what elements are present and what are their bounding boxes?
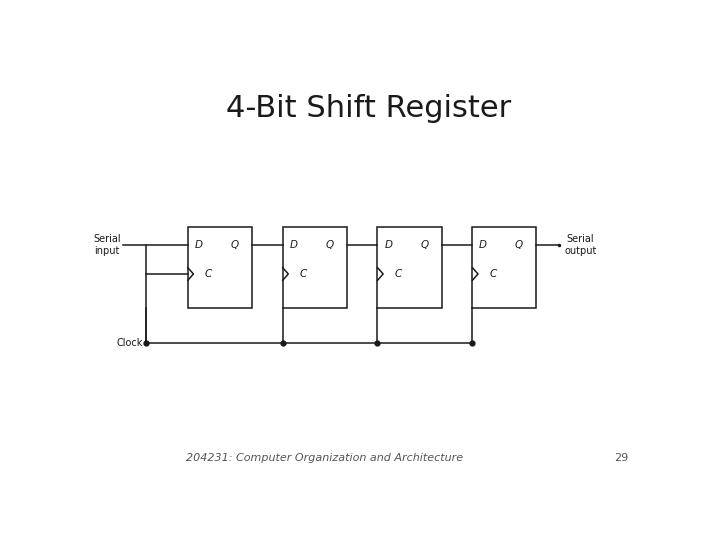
Text: C: C: [490, 269, 497, 279]
Text: D: D: [479, 240, 487, 250]
Text: Serial
input: Serial input: [93, 234, 121, 255]
Text: Serial
output: Serial output: [564, 234, 597, 255]
Text: D: D: [289, 240, 297, 250]
Text: D: D: [384, 240, 392, 250]
Bar: [472, 227, 536, 308]
Text: C: C: [300, 269, 307, 279]
Text: D: D: [194, 240, 202, 250]
Text: 29: 29: [614, 453, 629, 463]
Text: C: C: [395, 269, 402, 279]
Bar: [377, 227, 441, 308]
Text: C: C: [205, 269, 212, 279]
Text: 4-Bit Shift Register: 4-Bit Shift Register: [226, 94, 512, 123]
Text: Clock: Clock: [117, 339, 143, 348]
Text: Q: Q: [230, 240, 238, 250]
Text: Q: Q: [420, 240, 428, 250]
Text: Q: Q: [325, 240, 333, 250]
Text: 204231: Computer Organization and Architecture: 204231: Computer Organization and Archit…: [186, 453, 463, 463]
Bar: [188, 227, 252, 308]
Bar: [282, 227, 347, 308]
Text: Q: Q: [515, 240, 523, 250]
